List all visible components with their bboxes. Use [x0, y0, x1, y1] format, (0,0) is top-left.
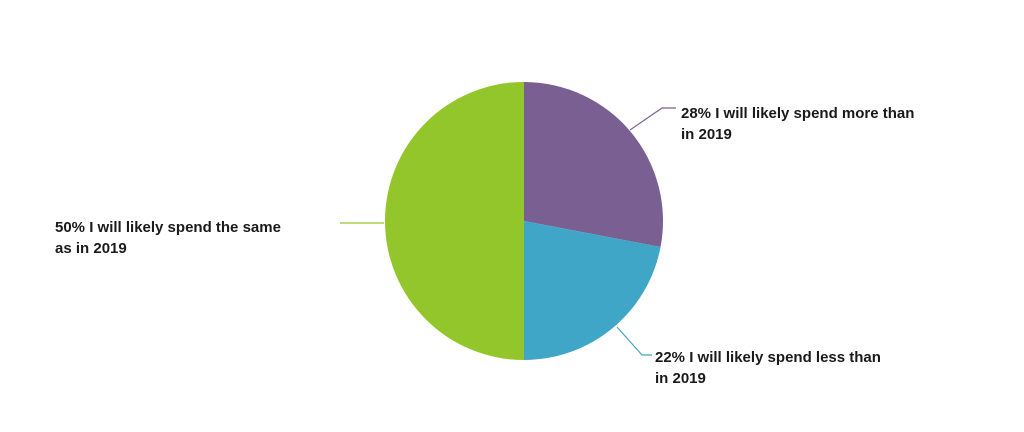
slice-label-more: 28% I will likely spend more than in 201…: [681, 105, 919, 143]
slice-label-same-line-2: as in 2019: [55, 240, 127, 257]
leader-line-less: [616, 326, 652, 356]
slice-label-less-line-2: in 2019: [655, 370, 706, 387]
slice-label-same-line-1: 50% I will likely spend the same: [55, 219, 281, 236]
slice-label-more-line-2: in 2019: [681, 126, 732, 143]
pie-slice-more: [524, 82, 664, 248]
slice-label-more-line-1: 28% I will likely spend more than: [681, 105, 914, 122]
leader-line-more: [629, 107, 676, 131]
slice-label-same: 50% I will likely spend the same as in 2…: [55, 219, 285, 257]
slice-label-less: 22% I will likely spend less than in 201…: [655, 349, 885, 387]
leader-lines: [340, 107, 676, 356]
pie-slices: [385, 82, 664, 360]
pie-slice-less: [524, 221, 661, 360]
slice-label-less-line-1: 22% I will likely spend less than: [655, 349, 881, 366]
pie-slice-same: [385, 82, 524, 360]
